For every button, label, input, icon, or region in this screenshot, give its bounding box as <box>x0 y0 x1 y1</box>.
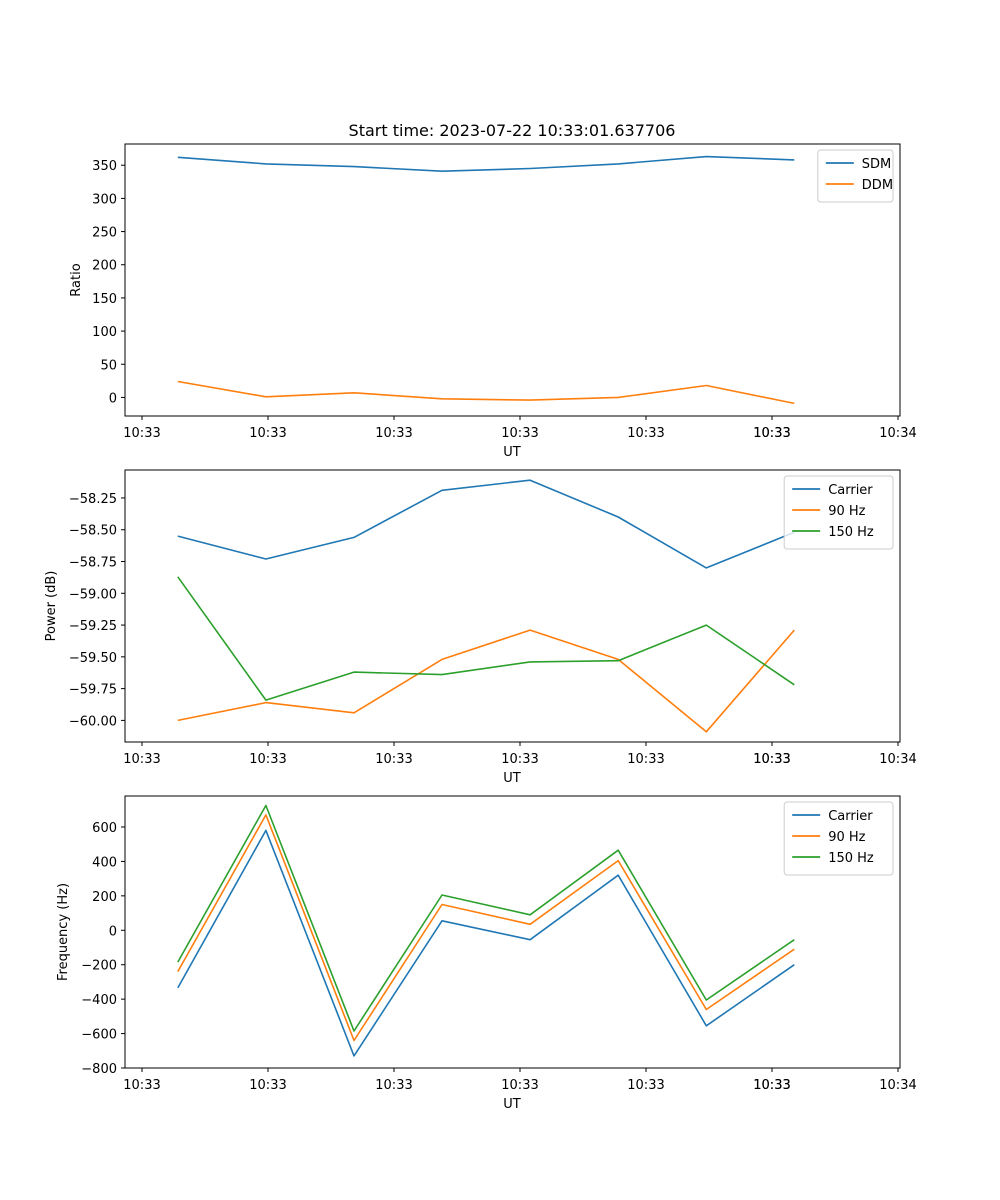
x-tick-label: 10:33 <box>627 1078 664 1093</box>
y-axis-label: Power (dB) <box>44 571 59 642</box>
panel-ratio: Start time: 2023-07-22 10:33:01.637706 U… <box>69 121 917 460</box>
y-tick-label: 150 <box>92 292 117 307</box>
x-tick-label: 10:33 <box>753 1078 790 1093</box>
x-tick-label: 10:33 <box>375 1078 412 1093</box>
y-tick-label: 250 <box>92 226 117 241</box>
x-tick-label: 10:33 <box>375 426 412 441</box>
x-tick-label: 10:33 <box>123 1078 160 1093</box>
y-axis-label: Ratio <box>69 263 84 296</box>
x-tick-label: 10:33 <box>123 752 160 767</box>
y-tick-label: −200 <box>81 959 117 974</box>
legend-label: 150 Hz <box>828 525 874 540</box>
axes-frame <box>124 143 901 417</box>
series-line-150-hz <box>177 804 795 1032</box>
legend-label: SDM <box>862 157 891 172</box>
legend: SDM DDM <box>817 149 894 203</box>
series-line-150-hz <box>177 576 795 701</box>
chart-title: Start time: 2023-07-22 10:33:01.637706 <box>349 121 676 140</box>
y-tick-label: 100 <box>92 325 117 340</box>
x-tick-label: 10:33 <box>627 752 664 767</box>
y-tick-label: −59.00 <box>69 587 117 602</box>
x-tick-label: 10:33 <box>753 1078 790 1093</box>
legend-label: 90 Hz <box>828 830 865 845</box>
x-tick-label: 10:33 <box>249 426 286 441</box>
legend-label: DDM <box>862 178 893 193</box>
x-tick-label: 10:33 <box>501 426 538 441</box>
x-tick-label: 10:33 <box>753 426 790 441</box>
x-tick-label: 10:33 <box>753 752 790 767</box>
x-tick-label: 10:33 <box>375 752 412 767</box>
y-axis-label: Frequency (Hz) <box>56 883 71 981</box>
series-line-sdm <box>177 155 795 172</box>
legend-label: 90 Hz <box>828 504 865 519</box>
y-tick-label: −59.50 <box>69 651 117 666</box>
x-tick-label: 10:33 <box>627 426 664 441</box>
y-tick-label: −400 <box>81 993 117 1008</box>
x-tick-label: 10:34 <box>879 752 916 767</box>
y-tick-label: 600 <box>92 821 117 836</box>
series-line-ddm <box>177 380 795 405</box>
y-tick-label: 0 <box>109 924 117 939</box>
x-tick-label: 10:34 <box>879 1078 916 1093</box>
x-tick-label: 10:33 <box>753 752 790 767</box>
legend-label: Carrier <box>828 483 873 498</box>
y-tick-label: −800 <box>81 1062 117 1077</box>
series-line-carrier <box>177 829 795 1057</box>
x-tick-label: 10:34 <box>879 426 916 441</box>
x-tick-label: 10:33 <box>123 426 160 441</box>
y-tick-label: 400 <box>92 855 117 870</box>
legend-label: 150 Hz <box>828 851 874 866</box>
x-tick-label: 10:33 <box>753 426 790 441</box>
legend: Carrier 90 Hz 150 Hz <box>783 801 894 876</box>
y-tick-label: 350 <box>92 159 117 174</box>
x-tick-label: 10:33 <box>501 752 538 767</box>
y-tick-label: −60.00 <box>69 714 117 729</box>
series-line-carrier <box>177 479 795 569</box>
y-tick-label: 200 <box>92 890 117 905</box>
y-tick-label: 50 <box>100 358 117 373</box>
axes-frame <box>124 795 901 1069</box>
y-tick-label: −58.75 <box>69 556 117 571</box>
y-tick-label: −58.25 <box>69 492 117 507</box>
y-tick-label: −59.25 <box>69 619 117 634</box>
legend: Carrier 90 Hz 150 Hz <box>783 475 894 550</box>
x-tick-label: 10:33 <box>501 1078 538 1093</box>
series-line-90-hz <box>177 629 795 733</box>
panel-power: UT Power (dB) 10:33 10:33 10:33 10:33 10:33 1… <box>44 469 917 786</box>
x-tick-label: 10:33 <box>249 752 286 767</box>
x-tick-label: 10:33 <box>249 1078 286 1093</box>
y-tick-label: −59.75 <box>69 683 117 698</box>
legend-label: Carrier <box>828 809 873 824</box>
y-tick-label: 200 <box>92 259 117 274</box>
axes-frame <box>124 469 901 743</box>
x-axis-label: UT <box>503 1097 521 1112</box>
x-axis-label: UT <box>503 445 521 460</box>
x-axis-label: UT <box>503 771 521 786</box>
panel-frequency: UT Frequency (Hz) 10:33 10:33 10:33 10:33 10… <box>56 795 917 1112</box>
y-tick-label: 300 <box>92 192 117 207</box>
y-tick-label: −58.50 <box>69 524 117 539</box>
y-tick-label: −600 <box>81 1028 117 1043</box>
series-line-90-hz <box>177 814 795 1042</box>
y-tick-label: 0 <box>109 391 117 406</box>
